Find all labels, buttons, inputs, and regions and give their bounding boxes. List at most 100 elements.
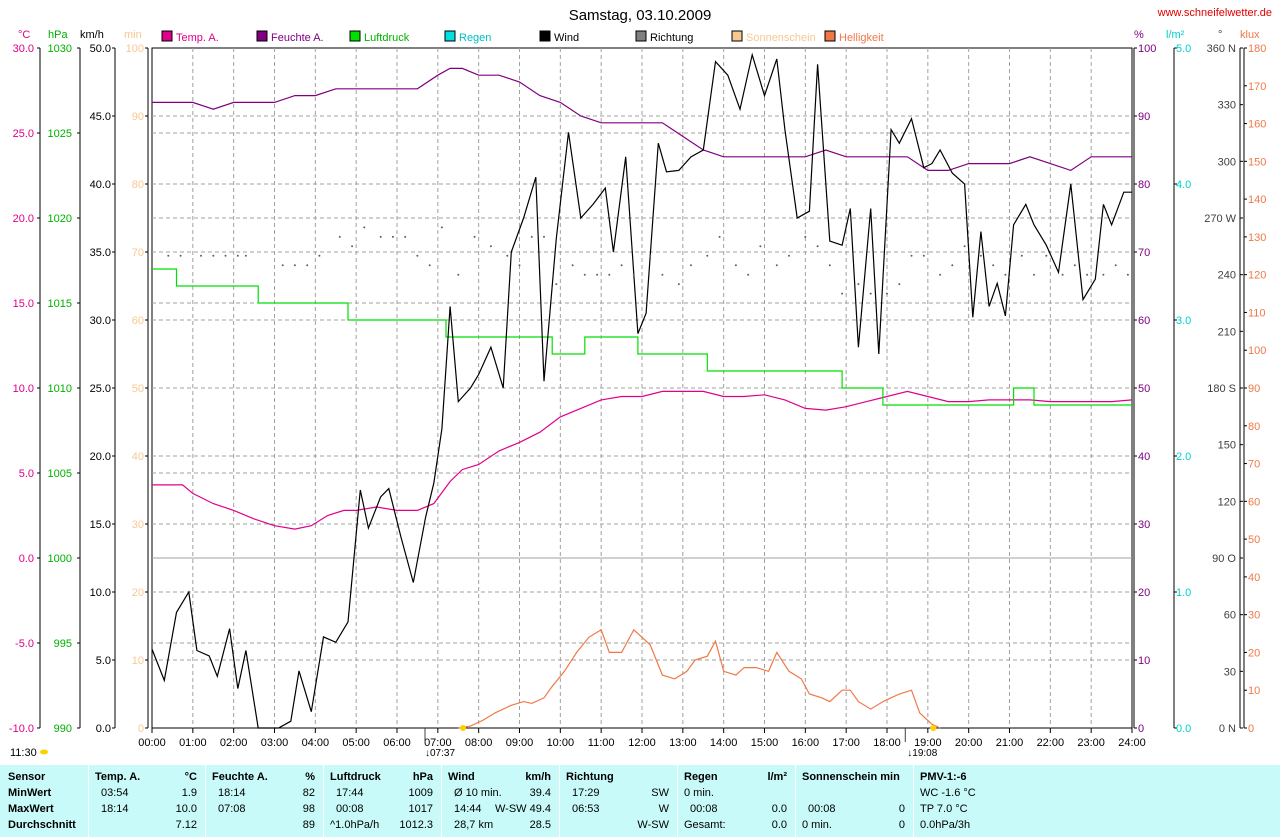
stats-temp-title: Temp. A. bbox=[95, 771, 141, 783]
direction-axis-tick-label: 240 bbox=[1218, 270, 1236, 282]
brightness-axis-tick-label: 50 bbox=[1248, 534, 1260, 546]
direction-point bbox=[391, 235, 394, 238]
sunrise-label: ↓07:37 bbox=[425, 748, 455, 759]
brightness-axis-tick-label: 160 bbox=[1248, 119, 1266, 131]
x-tick-label: 00:00 bbox=[138, 737, 166, 749]
x-tick-label: 18:00 bbox=[873, 737, 901, 749]
stats-direction-min-time: 17:29 bbox=[572, 787, 600, 799]
moon-time-label: 11:30 bbox=[10, 747, 37, 759]
stats-pressure-min-value: 1009 bbox=[408, 787, 433, 799]
stats-direction-min-value: SW bbox=[651, 787, 669, 799]
direction-point bbox=[898, 283, 901, 286]
stats-humidity-min-value: 82 bbox=[302, 787, 315, 799]
stats-temp-max-value: 10.0 bbox=[175, 803, 197, 815]
temp-axis-tick-label: -5.0 bbox=[15, 638, 34, 650]
direction-point bbox=[992, 264, 995, 267]
humidity-axis-tick-label: 70 bbox=[1138, 247, 1150, 259]
stats-sunshine-total-label: 0 min. bbox=[802, 819, 832, 831]
brightness-axis-tick-label: 110 bbox=[1248, 307, 1266, 319]
stats-wind-title: Wind bbox=[448, 771, 475, 783]
sunshine-axis-tick-label: 30 bbox=[132, 519, 144, 531]
rain-unit-label: l/m² bbox=[1166, 29, 1185, 41]
stats-humidity-avg-value: 89 bbox=[302, 819, 315, 831]
direction-point bbox=[379, 235, 382, 238]
temp-unit-label: °C bbox=[18, 29, 30, 41]
wind-axis-tick-label: 10.0 bbox=[90, 587, 111, 599]
sunshine-axis-tick-label: 40 bbox=[132, 451, 144, 463]
stats-wind-unit: km/h bbox=[525, 771, 551, 783]
rain-axis-tick-label: 2.0 bbox=[1176, 451, 1191, 463]
humidity-axis-tick-label: 60 bbox=[1138, 315, 1150, 327]
stats-sunshine-title: Sonnenschein min bbox=[802, 771, 900, 783]
brightness-axis-tick-label: 40 bbox=[1248, 572, 1260, 584]
brightness-axis-tick-label: 100 bbox=[1248, 345, 1266, 357]
brightness-axis-tick-label: 180 bbox=[1248, 43, 1266, 55]
direction-point bbox=[167, 254, 170, 257]
legend-swatch bbox=[731, 30, 743, 42]
direction-point bbox=[583, 273, 586, 276]
stats-rain-duration: 0 min. bbox=[684, 787, 714, 799]
stats-wind-max-time: 14:44 bbox=[454, 803, 482, 815]
legend-label: Richtung bbox=[650, 32, 693, 44]
rain-axis-tick-label: 0.0 bbox=[1176, 723, 1191, 735]
stats-pmv-windchill: WC -1.6 °C bbox=[920, 787, 976, 799]
direction-point bbox=[1102, 273, 1105, 276]
x-tick-label: 07:00 bbox=[424, 737, 452, 749]
direction-point bbox=[608, 273, 611, 276]
humidity-axis-tick-label: 80 bbox=[1138, 179, 1150, 191]
temp-a-line bbox=[152, 390, 1133, 530]
stats-rain-total-label: Gesamt: bbox=[684, 819, 726, 831]
pressure-axis-tick-label: 995 bbox=[54, 638, 72, 650]
pressure-axis-tick-label: 1010 bbox=[48, 383, 72, 395]
direction-point bbox=[530, 235, 533, 238]
pressure-unit-label: hPa bbox=[48, 29, 68, 41]
brightness-axis-tick-label: 140 bbox=[1248, 194, 1266, 206]
direction-point bbox=[306, 264, 309, 267]
stats-sunshine-max-time: 00:08 bbox=[808, 803, 836, 815]
x-tick-label: 16:00 bbox=[792, 737, 820, 749]
x-tick-label: 19:00 bbox=[914, 737, 942, 749]
stats-wind-max-value: W-SW 49.4 bbox=[494, 803, 551, 815]
wind-axis-tick-label: 35.0 bbox=[90, 247, 111, 259]
stats-wind-distance: 28,7 km bbox=[454, 819, 494, 831]
direction-point bbox=[1033, 273, 1035, 276]
sunshine-unit-label: min bbox=[124, 29, 142, 41]
brightness-unit-label: klux bbox=[1240, 29, 1260, 41]
direction-axis-tick-label: 0 N bbox=[1219, 723, 1236, 735]
x-tick-label: 14:00 bbox=[710, 737, 738, 749]
direction-axis-tick-label: 300 bbox=[1218, 156, 1236, 168]
direction-point bbox=[963, 245, 966, 248]
stats-row-avg: Durchschnitt bbox=[8, 819, 76, 831]
stats-sensor-title: Sensor bbox=[8, 771, 46, 783]
legend-label: Temp. A. bbox=[176, 32, 219, 44]
stats-direction-max-value: W bbox=[658, 803, 669, 815]
legend-label: Helligkeit bbox=[839, 32, 884, 44]
humidity-axis-tick-label: 100 bbox=[1138, 43, 1156, 55]
x-tick-label: 10:00 bbox=[547, 737, 575, 749]
direction-point bbox=[518, 264, 521, 267]
wind-axis-tick-label: 40.0 bbox=[90, 179, 111, 191]
pressure-axis-tick-label: 1030 bbox=[48, 43, 72, 55]
pressure-axis-tick-label: 1000 bbox=[48, 553, 72, 565]
direction-point bbox=[886, 292, 888, 295]
temp-axis-tick-label: 30.0 bbox=[13, 43, 34, 55]
direction-point bbox=[244, 254, 247, 257]
brightness-axis-tick-label: 30 bbox=[1248, 610, 1260, 622]
x-tick-label: 24:00 bbox=[1118, 737, 1146, 749]
rain-axis-tick-label: 3.0 bbox=[1176, 315, 1191, 327]
chart-title: Samstag, 03.10.2009 bbox=[569, 7, 712, 24]
direction-axis-tick-label: 150 bbox=[1218, 440, 1236, 452]
direction-axis-tick-label: 360 N bbox=[1207, 43, 1236, 55]
stats-humidity-max-time: 07:08 bbox=[218, 803, 246, 815]
sunshine-axis-tick-label: 80 bbox=[132, 179, 144, 191]
helligkeit-line bbox=[458, 628, 941, 729]
direction-point bbox=[236, 254, 239, 257]
stats-temp-column: Temp. A. °C 03:54 1.9 18:14 10.0 7.12 bbox=[89, 765, 205, 837]
direction-point bbox=[440, 226, 443, 229]
brightness-axis-tick-label: 90 bbox=[1248, 383, 1260, 395]
brightness-axis-tick-label: 170 bbox=[1248, 81, 1266, 93]
stats-sunshine-total-value: 0 bbox=[898, 819, 905, 831]
pressure-axis-tick-label: 990 bbox=[54, 723, 72, 735]
brightness-axis-tick-label: 150 bbox=[1248, 156, 1266, 168]
humidity-axis-tick-label: 90 bbox=[1138, 111, 1150, 123]
